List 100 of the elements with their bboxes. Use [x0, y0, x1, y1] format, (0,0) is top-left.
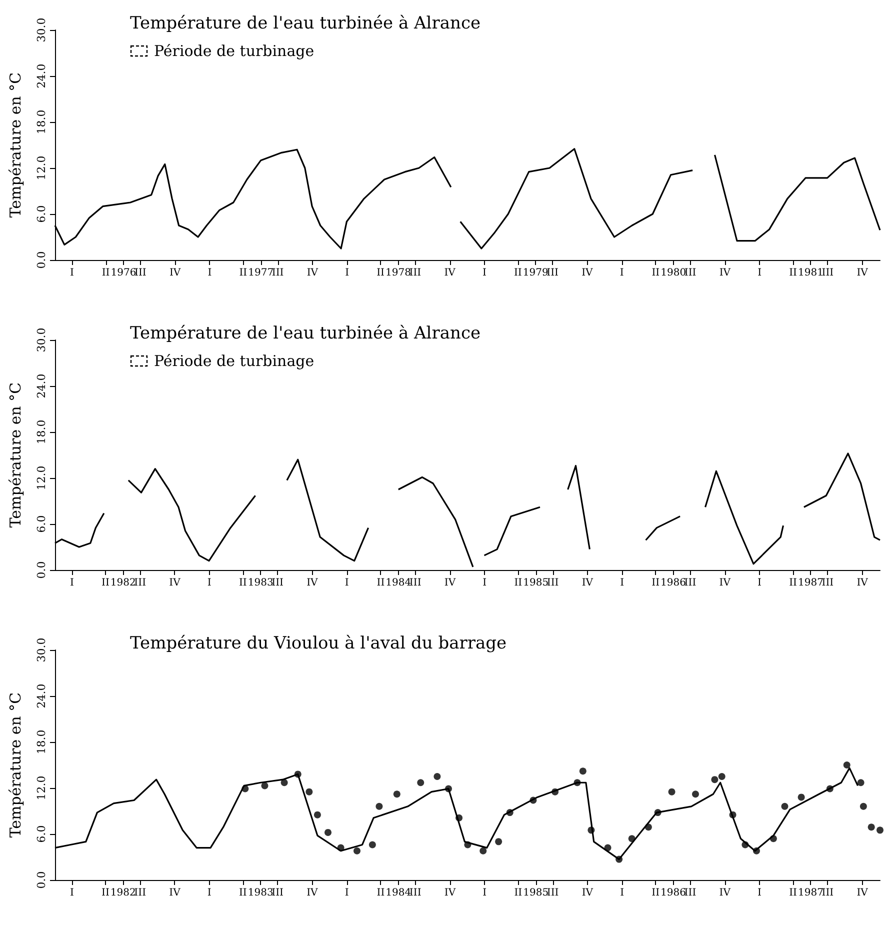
x-tick-label: III	[134, 578, 146, 588]
x-tick-label: III	[134, 888, 146, 898]
x-tick-label: IV	[444, 268, 456, 278]
x-tick-label: II	[376, 888, 385, 898]
point	[843, 762, 850, 768]
y-tick-label: 30.0	[35, 18, 48, 42]
x-tick-label: 1980	[660, 268, 686, 278]
y-tick-label: 0.0	[35, 871, 48, 889]
point	[280, 779, 288, 786]
point	[781, 802, 788, 810]
x-tick-label: I	[70, 888, 74, 898]
x-tick-label: IV	[719, 578, 732, 588]
x-tick-label: II	[102, 268, 110, 278]
x-tick-label: 1981	[798, 268, 824, 278]
x-tick-label: III	[822, 268, 834, 278]
x-tick-label: 1976	[110, 268, 136, 278]
x-tick-label: III	[684, 888, 696, 898]
point	[417, 779, 424, 786]
x-tick-label: I	[620, 888, 624, 898]
y-tick-label: 18.0	[35, 420, 48, 444]
y-tick-label: 30.0	[35, 328, 48, 352]
x-tick-label: III	[684, 268, 696, 278]
x-tick-label: IV	[719, 268, 732, 278]
x-tick-label: I	[620, 268, 624, 278]
x-tick-label: 1987	[798, 888, 824, 898]
x-tick-label: II	[376, 578, 385, 588]
x-tick-label: II	[514, 268, 522, 278]
x-tick-label: II	[652, 268, 660, 278]
point	[393, 790, 400, 798]
x-tick-label: I	[344, 578, 349, 588]
x-tick-label: II	[376, 268, 385, 278]
y-axis-title: Température en °C	[6, 692, 24, 838]
x-tick-label: II	[789, 268, 798, 278]
x-tick-label: III	[546, 888, 559, 898]
x-tick-label: II	[514, 578, 522, 588]
x-tick-label: II	[514, 888, 522, 898]
x-tick-label: III	[409, 888, 422, 898]
chart-title: Température de l'eau turbinée à Alrance	[130, 324, 481, 344]
x-tick-label: IV	[856, 888, 869, 898]
x-tick-label: III	[684, 578, 696, 588]
point	[368, 841, 376, 848]
chart-title: Température de l'eau turbinée à Alrance	[130, 14, 481, 34]
x-tick-label: II	[238, 578, 247, 588]
y-tick-label: 0.0	[35, 251, 48, 269]
x-tick-label: I	[207, 578, 212, 588]
x-tick-label: IV	[169, 578, 182, 588]
point	[876, 826, 884, 834]
x-tick-label: III	[272, 578, 284, 588]
x-tick-label: II	[652, 888, 660, 898]
x-tick-label: II	[102, 578, 110, 588]
x-tick-label: III	[822, 888, 834, 898]
x-tick-label: I	[758, 888, 762, 898]
point	[376, 802, 383, 810]
x-tick-label: I	[758, 268, 762, 278]
x-tick-label: IV	[856, 268, 869, 278]
x-tick-label: II	[789, 888, 798, 898]
point	[480, 847, 487, 854]
point	[306, 788, 313, 796]
y-tick-label: 12.0	[35, 156, 48, 180]
x-tick-label: II	[652, 578, 660, 588]
x-tick-label: IV	[306, 268, 319, 278]
x-tick-label: III	[546, 268, 559, 278]
point	[692, 790, 699, 798]
x-tick-label: I	[208, 268, 212, 278]
y-tick-label: 24.0	[35, 374, 48, 398]
x-tick-label: IV	[582, 888, 594, 898]
x-tick-label: IV	[169, 268, 182, 278]
x-tick-label: I	[207, 888, 212, 898]
y-tick-label: 12.0	[35, 776, 48, 800]
point	[314, 811, 321, 818]
x-tick-label: 1978	[386, 268, 411, 278]
point	[495, 838, 502, 846]
point	[857, 779, 864, 786]
y-tick-label: 6.0	[35, 825, 48, 843]
x-tick-label: II	[239, 268, 248, 278]
x-tick-label: 1985	[523, 888, 549, 898]
x-tick-label: III	[822, 578, 834, 588]
x-tick-label: I	[620, 578, 624, 588]
x-tick-label: II	[789, 578, 798, 588]
y-tick-label: 12.0	[35, 466, 48, 490]
x-tick-label: 1984	[386, 888, 412, 898]
x-tick-label: IV	[582, 268, 594, 278]
point	[579, 768, 586, 775]
y-tick-label: 24.0	[35, 64, 48, 88]
x-tick-label: IV	[444, 578, 456, 588]
x-tick-label: III	[409, 578, 422, 588]
x-tick-label: II	[238, 888, 247, 898]
y-tick-label: 6.0	[35, 205, 48, 223]
y-tick-label: 6.0	[35, 515, 48, 533]
y-axis-title: Température en °C	[6, 72, 24, 218]
x-tick-label: III	[134, 268, 146, 278]
x-tick-label: III	[546, 578, 559, 588]
x-tick-label: IV	[444, 888, 456, 898]
x-tick-label: 1982	[110, 578, 136, 588]
x-tick-label: I	[482, 268, 486, 278]
x-tick-label: IV	[582, 578, 594, 588]
x-tick-label: III	[272, 888, 284, 898]
point	[711, 776, 718, 784]
point	[860, 802, 867, 810]
x-tick-label: 1985	[523, 578, 549, 588]
